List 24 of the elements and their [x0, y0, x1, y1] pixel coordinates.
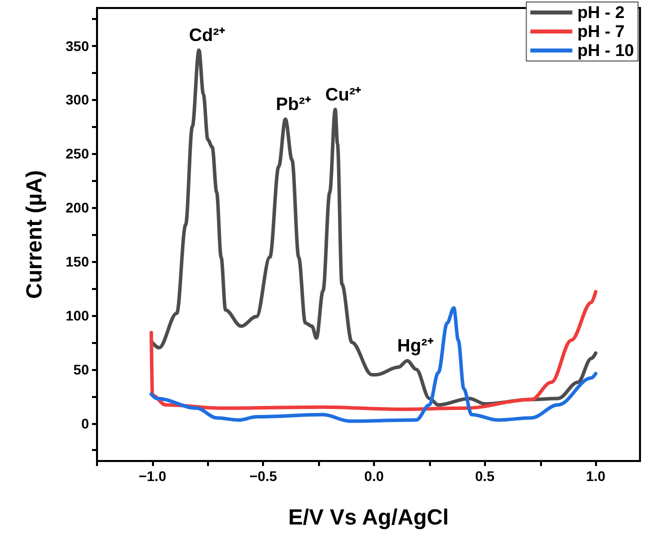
y-tick-label: 0	[81, 415, 90, 432]
x-tick-label: 1.0	[586, 468, 606, 484]
annotation: Cd²⁺	[188, 25, 225, 46]
legend-label: pH - 7	[577, 22, 625, 41]
x-tick-label: 0.5	[475, 468, 495, 484]
y-tick-label: 100	[66, 307, 90, 324]
legend-label: pH - 2	[577, 3, 625, 22]
y-tick-label: 200	[66, 200, 90, 216]
x-tick-label: −0.5	[249, 468, 278, 484]
y-tick-label: 350	[66, 38, 90, 54]
y-tick-label: 150	[66, 253, 90, 270]
x-tick-label: 0.0	[364, 468, 384, 484]
y-tick-label: 50	[73, 361, 90, 378]
x-axis-title: E/V Vs Ag/AgCl	[288, 504, 449, 530]
annotation: Hg²⁺	[397, 336, 434, 356]
line-series	[150, 306, 598, 423]
legend-label: pH - 10	[577, 41, 634, 60]
y-tick-label: 300	[66, 92, 90, 108]
y-axis-title: Current (µA)	[22, 170, 46, 299]
x-tick-label: −1.0	[138, 468, 166, 484]
annotation: Cu²⁺	[325, 84, 362, 104]
line-series	[150, 290, 598, 411]
y-tick-label: 250	[66, 146, 90, 162]
annotation: Pb²⁺	[276, 94, 311, 114]
